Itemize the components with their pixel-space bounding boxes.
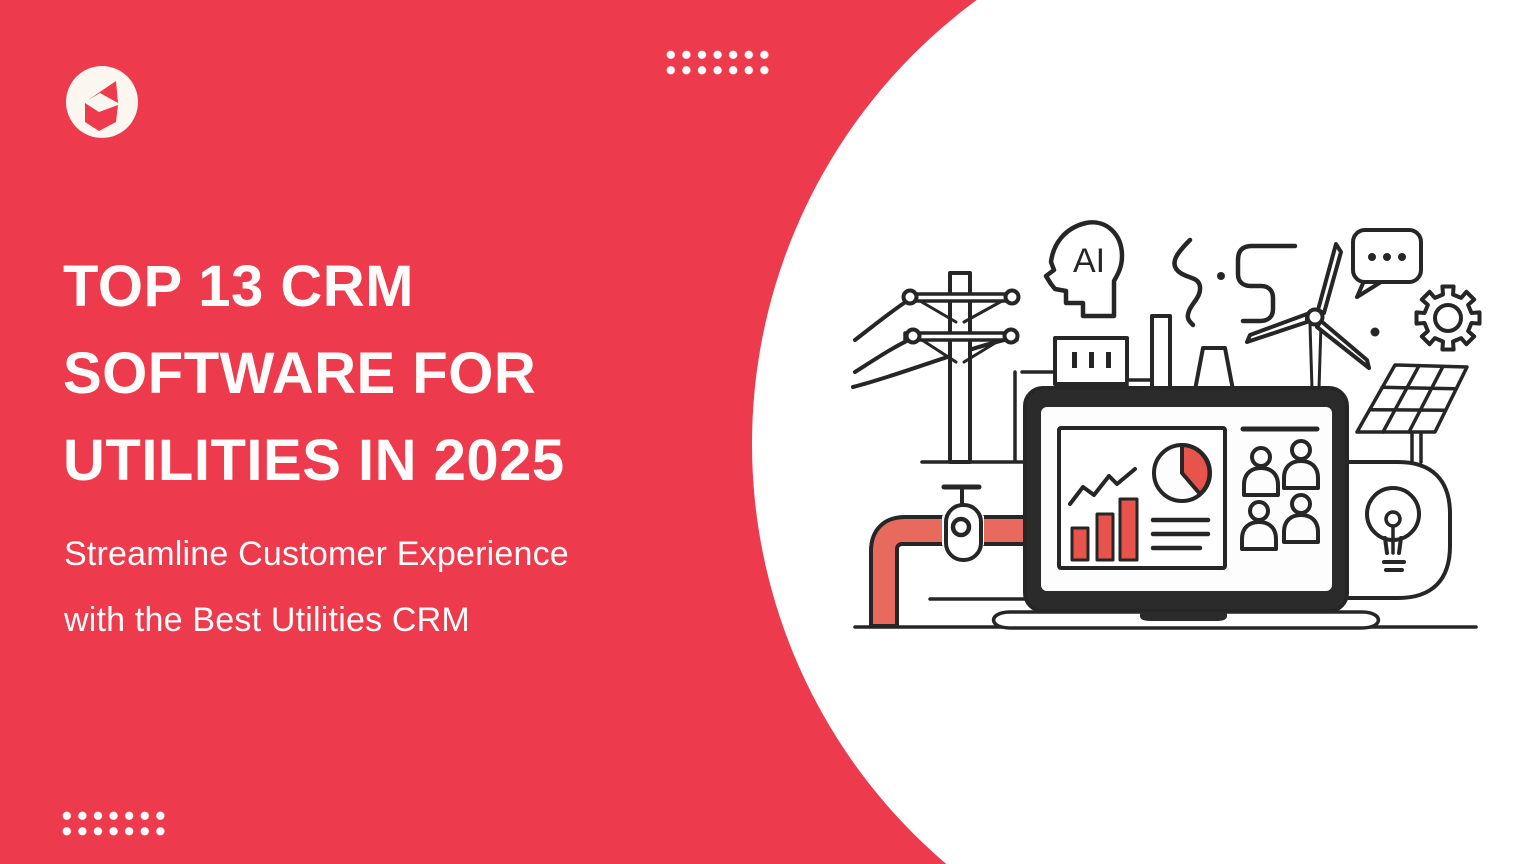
- dots-grid-top: [663, 47, 773, 78]
- page-title: TOP 13 CRM SOFTWARE FOR UTILITIES IN 202…: [63, 254, 565, 493]
- brand-logo-icon: [66, 66, 138, 138]
- laptop-notch: [1140, 612, 1227, 621]
- chat-bubble-icon: [1351, 228, 1423, 299]
- dots-grid-bottom: [59, 808, 169, 839]
- ai-head-icon: AI: [1043, 220, 1125, 319]
- lightbulb-icon: [1338, 460, 1452, 600]
- customer-icons: [1240, 439, 1320, 551]
- cooling-tower-icon: [1193, 346, 1235, 392]
- ai-label: AI: [1073, 242, 1105, 280]
- gear-icon: [1414, 284, 1482, 352]
- power-pole-icon: [851, 271, 1021, 464]
- power-wire: [851, 337, 1010, 389]
- solar-panel-icon: [1355, 363, 1469, 464]
- platform-lines: [920, 370, 1028, 601]
- power-wire: [853, 297, 912, 342]
- pie-chart-icon: [1152, 443, 1212, 503]
- bar-chart-icon: [1070, 497, 1139, 562]
- pipe-valve-icon: [869, 484, 1030, 628]
- wind-turbine-icon: [1245, 242, 1371, 391]
- page-subtitle: Streamline Customer Experience with the …: [64, 535, 569, 639]
- brand-logo-svg: [66, 66, 138, 138]
- laptop-dashboard: [991, 386, 1381, 630]
- factory-icon: [1020, 314, 1235, 393]
- line-chart-icon: [1068, 467, 1137, 506]
- text-lines: [1150, 517, 1211, 551]
- smoke-squiggle-icons: [1172, 237, 1380, 337]
- power-wire: [853, 336, 915, 374]
